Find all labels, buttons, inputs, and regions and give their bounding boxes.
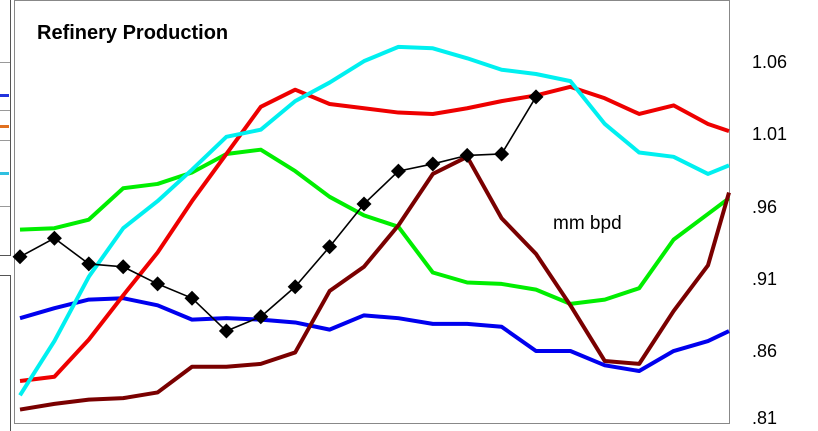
series-line-0	[19, 296, 730, 374]
data-point-marker	[528, 89, 544, 105]
plot-area	[14, 0, 730, 424]
data-point-marker	[494, 146, 510, 162]
data-point-marker	[253, 309, 269, 325]
y-tick-label: .96	[752, 197, 778, 217]
fragment-line	[0, 140, 10, 141]
y-tick-label: .86	[752, 341, 778, 361]
data-point-marker	[218, 323, 234, 339]
data-point-marker	[115, 259, 131, 275]
series-layer	[12, 44, 731, 412]
series-line-5	[19, 96, 537, 332]
y-tick-label: 1.06	[752, 52, 788, 72]
data-point-marker	[356, 196, 372, 212]
fragment-mark-blue	[0, 94, 9, 97]
series-line-3	[18, 44, 730, 397]
series-line-4	[19, 154, 731, 412]
fragment-mark-orange	[0, 125, 9, 128]
data-point-marker	[46, 230, 62, 246]
fragment-line	[0, 206, 10, 207]
data-point-marker	[390, 163, 406, 179]
left-panel-fragment-top	[0, 0, 11, 256]
chart-title: Refinery Production	[37, 22, 229, 44]
y-tick-label: .81	[752, 408, 778, 428]
data-point-marker	[459, 147, 475, 163]
fragment-line	[0, 62, 10, 63]
y-tick-label: .91	[752, 269, 778, 289]
data-point-marker	[425, 156, 441, 172]
data-point-marker	[287, 279, 303, 295]
data-point-marker	[322, 239, 338, 255]
left-panel-fragment-bottom	[0, 275, 11, 431]
fragment-mark-cyan	[0, 172, 9, 175]
units-annotation: mm bpd	[553, 213, 622, 234]
y-tick-label: 1.01	[752, 124, 788, 144]
data-point-marker	[184, 290, 200, 306]
data-point-marker	[150, 276, 166, 292]
data-point-marker	[12, 249, 28, 265]
series-line-1	[19, 147, 731, 306]
data-point-marker	[81, 256, 97, 272]
fragment-line	[0, 110, 10, 111]
series-line-2	[19, 84, 730, 384]
